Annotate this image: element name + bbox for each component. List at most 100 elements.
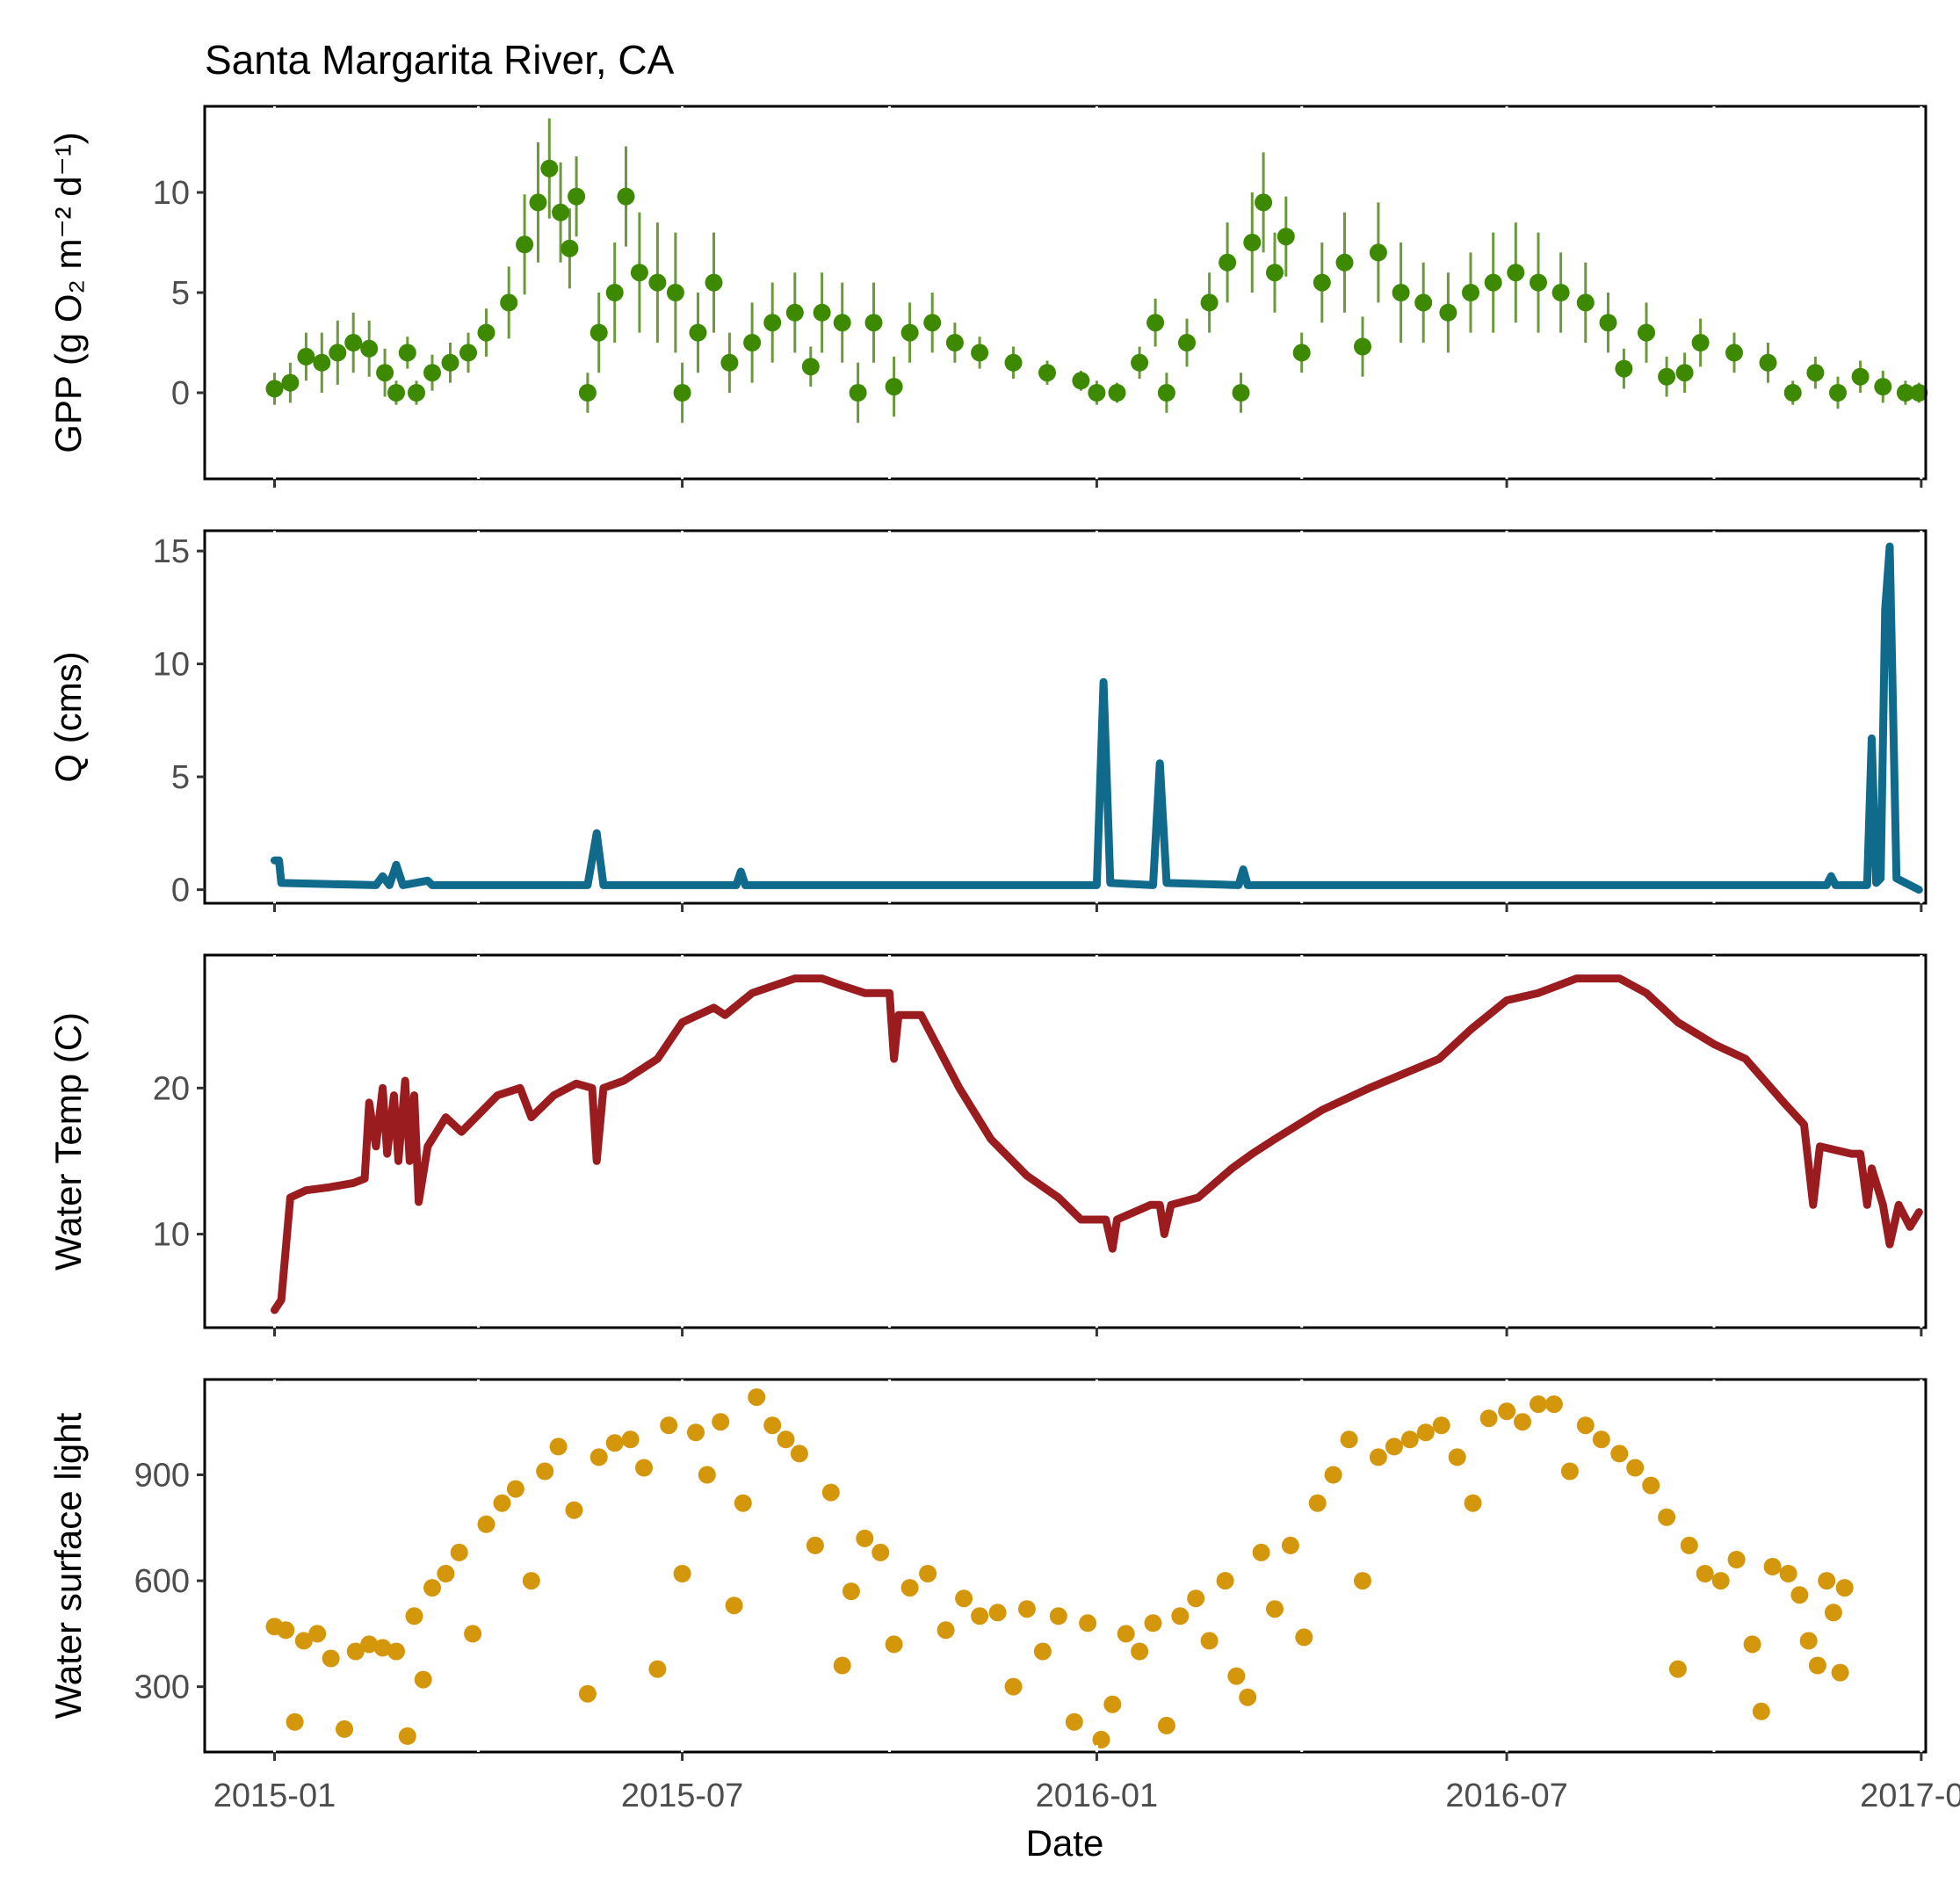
gpp-point xyxy=(833,314,851,332)
temp-y-axis-title: Water Temp (C) xyxy=(47,1012,89,1271)
gpp-point xyxy=(1530,273,1547,292)
light-point xyxy=(565,1501,583,1519)
light-point xyxy=(621,1430,640,1449)
gpp-point xyxy=(552,203,570,221)
light-point xyxy=(536,1462,554,1481)
gpp-point xyxy=(1392,284,1410,301)
light-point xyxy=(387,1642,405,1661)
x-tick-label: 2016-01 xyxy=(1036,1778,1158,1814)
light-point xyxy=(398,1727,416,1745)
gpp-point xyxy=(1004,353,1023,372)
gpp-point xyxy=(1507,264,1525,282)
gpp-point xyxy=(605,284,624,301)
gpp-point xyxy=(1414,293,1433,312)
light-point xyxy=(1576,1416,1595,1435)
light-point xyxy=(1216,1572,1234,1590)
gpp-point xyxy=(1243,234,1262,251)
gpp-point xyxy=(689,323,707,342)
gpp-point xyxy=(1551,284,1570,301)
gpp-point xyxy=(1131,353,1149,372)
light-y-axis-title: Water surface light xyxy=(47,1412,89,1719)
light-point xyxy=(1592,1430,1610,1449)
gpp-point xyxy=(387,384,405,402)
light-point xyxy=(748,1388,766,1407)
gpp-point xyxy=(529,193,547,212)
gpp-point xyxy=(885,378,903,396)
q-y-ticks: 0 5 10 15 xyxy=(153,533,205,909)
light-point xyxy=(1117,1625,1135,1643)
gpp-point xyxy=(1484,273,1502,292)
light-point xyxy=(1808,1656,1826,1675)
gpp-point xyxy=(849,384,867,402)
gpp-point xyxy=(1439,303,1457,322)
light-point xyxy=(1743,1635,1761,1654)
light-point xyxy=(322,1649,340,1668)
gpp-point xyxy=(459,344,477,362)
light-point xyxy=(1281,1536,1299,1554)
light-point xyxy=(1065,1712,1083,1731)
q-y-tick-label: 0 xyxy=(171,872,190,909)
light-point xyxy=(1642,1476,1660,1495)
light-point xyxy=(414,1670,432,1689)
gpp-point xyxy=(589,323,608,342)
light-point xyxy=(806,1536,824,1554)
gpp-point xyxy=(864,314,883,332)
gpp-point xyxy=(398,344,416,362)
light-point xyxy=(1354,1572,1371,1590)
gpp-point xyxy=(578,384,597,402)
gpp-point xyxy=(1108,384,1126,402)
light-point xyxy=(373,1639,392,1657)
gpp-point xyxy=(360,339,379,358)
temp-y-ticks: 10 20 xyxy=(153,1070,205,1254)
light-point xyxy=(1385,1437,1403,1456)
x-tick-label: 2016-07 xyxy=(1445,1778,1567,1814)
gpp-point xyxy=(1178,334,1196,351)
gpp-point xyxy=(720,353,739,372)
light-point xyxy=(900,1579,919,1597)
light-point xyxy=(1514,1413,1531,1431)
gpp-point xyxy=(1759,353,1777,372)
q-y-tick-label: 15 xyxy=(153,533,190,570)
chart-title: Santa Margarita River, CA xyxy=(205,37,675,83)
temp-y-tick-label: 10 xyxy=(153,1217,190,1254)
light-point xyxy=(937,1621,955,1640)
light-point xyxy=(1479,1409,1498,1428)
gpp-y-tick-label: 0 xyxy=(171,375,190,412)
gpp-point xyxy=(1576,293,1595,312)
light-point xyxy=(1824,1604,1842,1622)
light-y-ticks: 300 600 900 xyxy=(134,1458,205,1706)
light-point xyxy=(1696,1565,1714,1582)
gpp-point xyxy=(1072,372,1090,390)
gpp-panel-frame xyxy=(203,105,1927,481)
panel-light: 300 600 900 Water surface light xyxy=(47,1378,1927,1761)
temp-marks xyxy=(271,974,1923,1314)
gpp-point xyxy=(1806,364,1825,382)
light-point xyxy=(734,1494,752,1512)
light-point xyxy=(1144,1614,1162,1633)
light-point xyxy=(589,1448,608,1466)
panel-gpp: 0 5 10 GPP (g O₂ m⁻² d⁻¹) xyxy=(47,105,1928,488)
q-panel-frame xyxy=(203,529,1927,905)
gpp-point xyxy=(329,344,347,362)
light-point xyxy=(856,1529,874,1547)
x-tick-label: 2015-07 xyxy=(621,1778,743,1814)
q-marks xyxy=(271,542,1923,894)
light-point xyxy=(1033,1642,1052,1661)
light-point xyxy=(687,1423,705,1442)
gpp-point xyxy=(561,239,579,257)
light-point xyxy=(1239,1688,1257,1706)
light-point xyxy=(1711,1572,1730,1590)
light-point xyxy=(885,1635,903,1654)
light-point xyxy=(1610,1444,1629,1463)
light-point xyxy=(346,1642,365,1661)
light-point xyxy=(1763,1558,1782,1575)
gpp-point xyxy=(1658,367,1676,386)
light-point xyxy=(872,1543,890,1561)
light-point xyxy=(955,1589,973,1608)
light-point xyxy=(286,1712,304,1731)
light-x-ticks xyxy=(272,1379,1923,1761)
q-y-axis-title: Q (cms) xyxy=(47,651,89,782)
gpp-point xyxy=(500,293,518,312)
light-point xyxy=(988,1604,1007,1622)
q-x-ticks xyxy=(272,531,1923,912)
